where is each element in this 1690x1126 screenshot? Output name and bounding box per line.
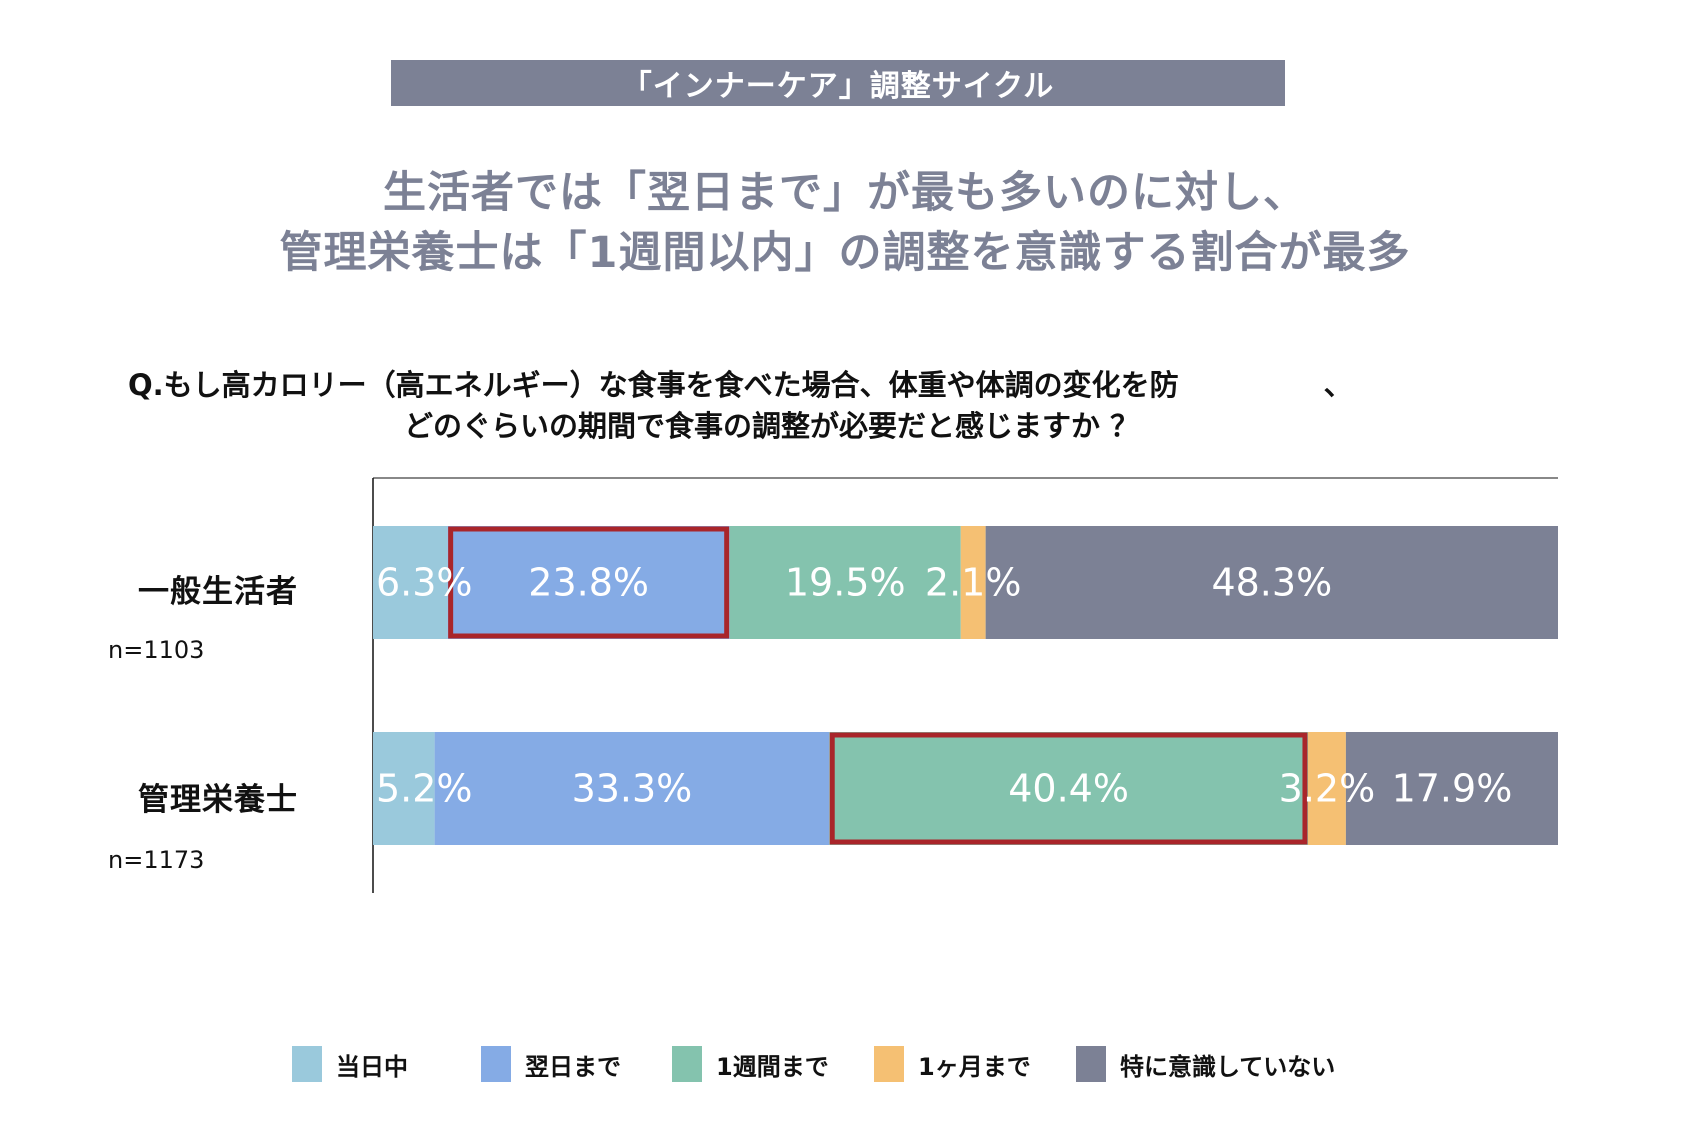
legend-label-next-day: 翌日まで	[525, 1052, 621, 1081]
legend-swatch-one-week	[672, 1046, 702, 1082]
headline-line-1: 生活者では「翌日まで」が最も多いのに対し、	[383, 168, 1307, 218]
legend-label-same-day: 当日中	[336, 1052, 408, 1081]
legend-swatch-not-conscious	[1076, 1046, 1106, 1082]
bar-consumers-not-conscious	[985, 526, 1558, 639]
chart-banner-title: 「インナーケア」調整サイクル	[391, 60, 1285, 106]
legend-swatch-next-day	[481, 1046, 511, 1082]
legend-label-one-month: 1ヶ月まで	[918, 1052, 1031, 1081]
legend-label-not-conscious: 特に意識していない	[1120, 1052, 1336, 1081]
data-label-consumers-one-week: 19.5%	[785, 561, 906, 605]
legend-swatch-one-month	[874, 1046, 904, 1082]
question-line-2: どのぐらいの期間で食事の調整が必要だと感じますか ？	[404, 409, 1140, 443]
headline-line-2: 管理栄養士は「1週間以内」の調整を意識する割合が最多	[279, 228, 1411, 278]
highlight-box-dietitians	[829, 732, 1308, 845]
bar-dietitians-same-day	[373, 732, 435, 845]
legend-item-same-day: 当日中	[292, 1046, 408, 1082]
legend-item-one-month: 1ヶ月まで	[874, 1046, 1031, 1082]
row-n-consumers: n=1103	[108, 636, 205, 664]
row-label-dietitians: 管理栄養士	[138, 782, 298, 818]
data-label-dietitians-one-week: 40.4%	[1008, 767, 1129, 811]
bar-consumers-same-day	[373, 526, 448, 639]
chart-legend: 当日中 翌日まで 1週間まで 1ヶ月まで 特に意識していない	[0, 1046, 1690, 1086]
legend-item-one-week: 1週間まで	[672, 1046, 829, 1082]
row-n-dietitians: n=1173	[108, 846, 205, 874]
data-label-dietitians-same-day: 5.2%	[376, 767, 473, 811]
data-label-dietitians-not-conscious: 17.9%	[1392, 767, 1513, 811]
data-label-consumers-not-conscious: 48.3%	[1211, 561, 1332, 605]
question-line-1: Q.もし高カロリー（高エネルギー）な食事を食べた場合、体重や体調の変化を防 、	[128, 368, 1353, 402]
row-label-consumers: 一般生活者	[138, 574, 298, 610]
legend-item-not-conscious: 特に意識していない	[1076, 1046, 1335, 1082]
highlight-box-consumers	[448, 526, 730, 639]
bar-dietitians-not-conscious	[1345, 732, 1558, 845]
bar-consumers-one-week	[729, 526, 961, 639]
bar-dietitians-next-day	[434, 732, 830, 845]
legend-label-one-week: 1週間まで	[716, 1052, 829, 1081]
data-label-consumers-next-day: 23.8%	[528, 561, 649, 605]
bar-dietitians-one-week	[829, 732, 1308, 845]
data-label-dietitians-one-month: 3.2%	[1279, 767, 1376, 811]
data-label-consumers-same-day: 6.3%	[376, 561, 473, 605]
data-label-dietitians-next-day: 33.3%	[572, 767, 693, 811]
bar-consumers-next-day	[447, 526, 730, 639]
bar-dietitians-one-month	[1307, 732, 1346, 845]
legend-item-next-day: 翌日まで	[481, 1046, 621, 1082]
legend-swatch-same-day	[292, 1046, 322, 1082]
bar-consumers-one-month	[960, 526, 986, 639]
data-label-consumers-one-month: 2.1%	[925, 561, 1022, 605]
